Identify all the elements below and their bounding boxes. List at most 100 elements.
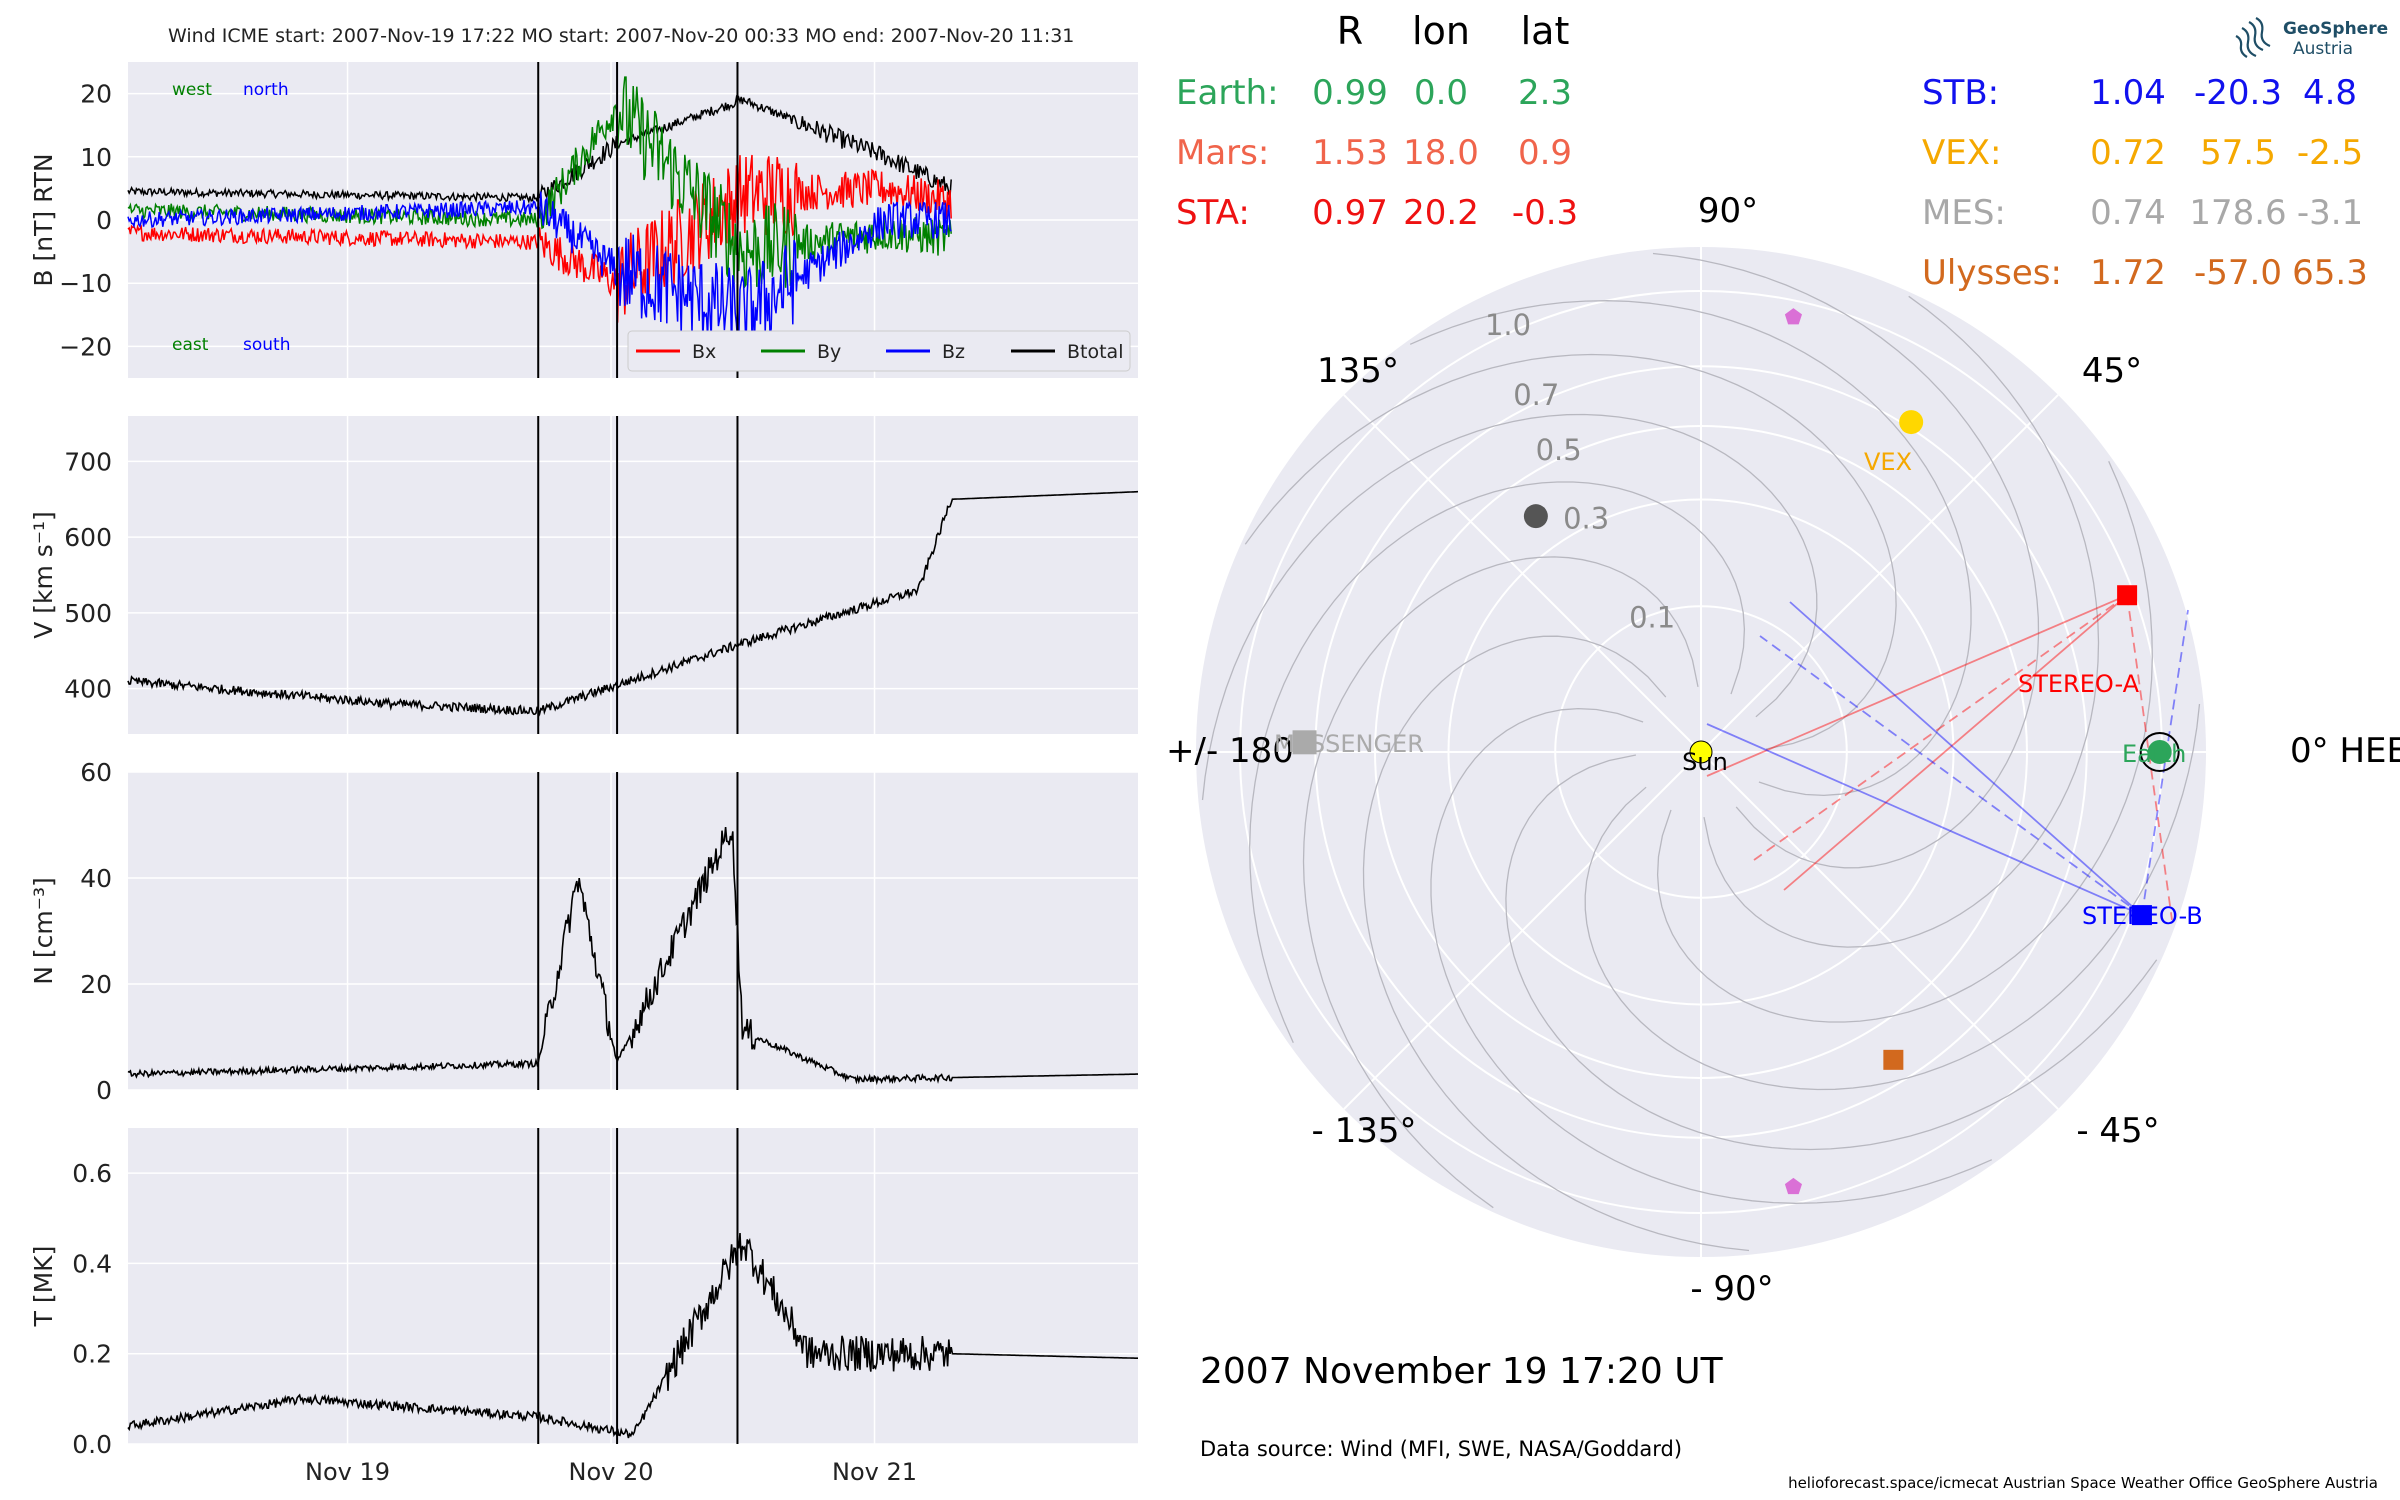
row-value-right: -2.5 — [2297, 133, 2363, 173]
stereo-a-marker — [2117, 585, 2138, 606]
y-tick-label: 700 — [64, 447, 112, 476]
row-name-left: Earth: — [1176, 73, 1279, 113]
row-value-right: 1.04 — [2090, 73, 2166, 113]
row-value-left: 1.53 — [1312, 133, 1388, 173]
parker-spiral — [1409, 300, 1972, 797]
column-header-lat: lat — [1521, 9, 1570, 53]
logo-text-line2: Austria — [2293, 39, 2353, 59]
plot-background — [128, 416, 1138, 734]
series-line-speed — [127, 490, 1138, 717]
angle-label: 90° — [1698, 191, 1758, 231]
row-name-right: STB: — [1922, 73, 1999, 113]
row-value-right: 65.3 — [2292, 253, 2368, 293]
y-tick-label: 600 — [64, 523, 112, 552]
stereo-a-fov-line — [1706, 594, 2128, 777]
earth-ring — [2139, 732, 2180, 772]
parker-spiral — [1430, 707, 1993, 1204]
y-tick-label: 0 — [96, 1076, 112, 1105]
stereo-a-fov-line — [1783, 594, 2128, 891]
y-tick-label: 400 — [64, 675, 112, 704]
parker-spiral — [1201, 413, 1818, 801]
y-tick-label: 500 — [64, 599, 112, 628]
angle-label: +/- 180° — [1166, 731, 1311, 771]
y-tick-label: 0.6 — [72, 1159, 112, 1188]
parker-spiral — [1362, 635, 1750, 1252]
stereo-b-fov-line — [2141, 609, 2189, 916]
series-line-temperature — [127, 1232, 1138, 1439]
row-name-left: STA: — [1176, 193, 1250, 233]
legend-label-bz: Bz — [942, 341, 965, 363]
row-value-left: 0.99 — [1312, 73, 1388, 113]
x-tick-label: Nov 19 — [305, 1458, 390, 1486]
y-tick-label: −20 — [59, 332, 112, 361]
row-value-right: -3.1 — [2297, 193, 2363, 233]
parker-spiral — [1505, 754, 2158, 1151]
row-name-left: Mars: — [1176, 133, 1269, 173]
row-name-right: VEX: — [1922, 133, 2002, 173]
row-value-right: 57.5 — [2200, 133, 2276, 173]
row-value-right: 1.72 — [2090, 253, 2166, 293]
marker-marker — [1523, 504, 1548, 529]
panel-density: 60 40 20 0 N [cm⁻³] — [29, 758, 1138, 1105]
messenger-label: MESSENGER — [1274, 730, 1424, 758]
sun-label: Sun — [1682, 748, 1728, 776]
y-tick-label: 0 — [96, 206, 112, 235]
angle-label: - 45° — [2076, 1111, 2159, 1151]
y-axis-label: N [cm⁻³] — [29, 877, 58, 984]
annotation-east: east — [172, 335, 209, 355]
angle-grid-line — [1700, 394, 2059, 753]
vex-label: VEX — [1864, 448, 1912, 476]
parker-spiral — [1656, 460, 2153, 1023]
column-header-lon: lon — [1412, 9, 1470, 53]
row-value-right: 0.72 — [2090, 133, 2166, 173]
earth-label: Earth — [2122, 740, 2186, 768]
y-tick-label: 20 — [80, 80, 112, 109]
y-tick-label: 20 — [80, 970, 112, 999]
column-header-r: R — [1337, 9, 1363, 53]
row-value-right: -20.3 — [2194, 73, 2282, 113]
polar-position-plot: 0.1 0.3 0.5 0.7 1.0 0° HEEQ 45° 90° 135° +/- 180°… — [1166, 191, 2400, 1309]
angle-label: - 90° — [1690, 1269, 1773, 1309]
y-tick-label: 60 — [80, 758, 112, 787]
geosphere-logo: GeoSphere Austria — [2235, 17, 2388, 59]
legend-label-bx: Bx — [692, 341, 716, 363]
y-axis-label: B [nT] RTN — [29, 153, 58, 286]
row-value-left: 2.3 — [1518, 73, 1572, 113]
annotation-north: north — [243, 80, 289, 100]
series-line-btotal — [127, 94, 952, 205]
stereo-a-fov-line — [1753, 594, 2128, 861]
pentagon-marker — [1784, 308, 1802, 325]
logo-icon — [2235, 17, 2271, 58]
parker-spiral — [1584, 703, 2201, 1091]
annotation-west: west — [172, 80, 212, 100]
data-source-label: Data source: Wind (MFI, SWE, NASA/Goddar… — [1200, 1437, 1682, 1461]
row-value-left: 18.0 — [1403, 133, 1479, 173]
row-value-right: 4.8 — [2303, 73, 2357, 113]
y-tick-label: 0.4 — [72, 1249, 112, 1278]
parker-spiral — [1703, 295, 2100, 948]
angle-label: - 135° — [1312, 1111, 1417, 1151]
panel-temperature: 0.6 0.4 0.2 0.0 T [MK] Nov 19 Nov 20 Nov 21 — [29, 1128, 1138, 1486]
legend-label-by: By — [817, 341, 841, 363]
y-axis-label: V [km s⁻¹] — [29, 511, 58, 639]
annotation-south: south — [243, 335, 290, 355]
angle-grid-line — [1700, 751, 2059, 1110]
row-value-left: 0.97 — [1312, 193, 1388, 233]
series-line-density — [127, 827, 1138, 1086]
y-tick-label: 0.0 — [72, 1430, 112, 1459]
x-tick-label: Nov 21 — [832, 1458, 917, 1486]
y-tick-label: −10 — [59, 269, 112, 298]
logo-text-line1: GeoSphere — [2283, 19, 2388, 39]
legend-label-btotal: Btotal — [1067, 341, 1123, 363]
stereo-b-marker — [2131, 905, 2152, 926]
panel-speed: 700 600 500 400 V [km s⁻¹] — [29, 416, 1138, 734]
radial-tick-label: 0.5 — [1536, 433, 1582, 467]
radial-tick-label: 0.1 — [1629, 600, 1675, 634]
y-tick-label: 10 — [80, 143, 112, 172]
row-value-right: 0.74 — [2090, 193, 2166, 233]
vex-marker — [1899, 410, 1924, 435]
figure-title: Wind ICME start: 2007-Nov-19 17:22 MO st… — [168, 25, 1074, 47]
angle-label: 45° — [2082, 351, 2142, 391]
y-axis-label: T [MK] — [29, 1246, 58, 1328]
stereo-b-fov-line — [1706, 723, 2143, 916]
